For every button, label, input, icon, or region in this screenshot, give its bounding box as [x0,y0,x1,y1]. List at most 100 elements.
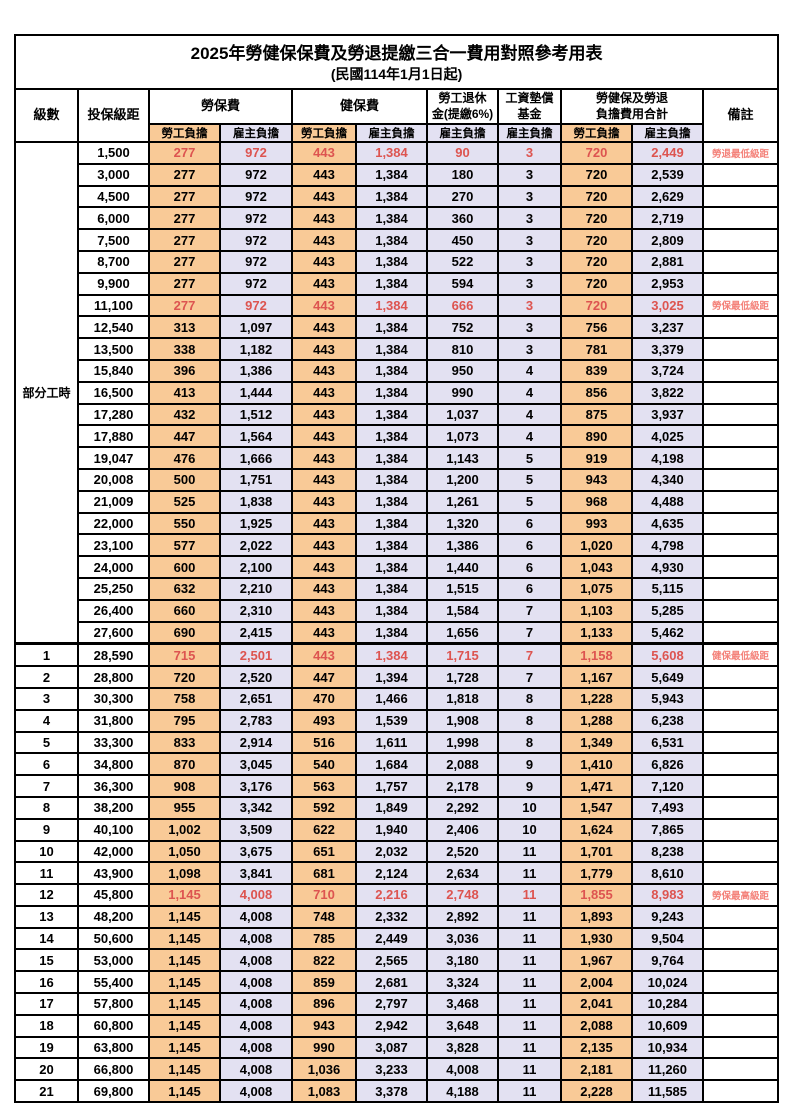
value-cell: 1,384 [355,358,428,383]
value-cell: 1,384 [355,576,428,601]
value-cell: 450 [426,228,499,252]
value-cell: 1,440 [426,555,499,579]
value-cell: 4,008 [219,1013,293,1038]
value-cell: 2,124 [355,861,428,886]
fee-comparison-table: 2025年勞健保保費及勞退提繳三合一費用對照參考用表 (民國114年1月1日起)… [13,34,780,1104]
table-row: 4 31,800 795 2,783 493 1,539 1,908 8 1,288 6,238 [14,708,780,733]
salary-bracket-cell: 6,000 [77,206,150,231]
remark-cell: 勞保最低級距 [701,293,780,318]
level-cell: 9 [14,817,79,842]
value-cell: 396 [148,358,221,383]
total-label-line2: 負擔費用合計 [595,106,668,121]
value-cell: 360 [426,206,499,231]
level-cell: 8 [14,795,79,820]
salary-bracket-cell: 3,000 [77,162,150,187]
salary-bracket-cell: 55,400 [77,970,150,995]
value-cell: 5,608 [631,642,704,668]
value-cell: 972 [219,206,293,231]
remark-cell [701,358,780,383]
table-row: 26,400 660 2,310 443 1,384 1,584 7 1,103 5,285 [15,598,780,623]
value-cell: 1,394 [355,665,428,689]
remark-cell [701,686,780,711]
value-cell: 476 [148,446,221,470]
value-cell: 943 [560,467,633,492]
value-cell: 2,809 [631,228,704,252]
salary-bracket-cell: 16,500 [77,380,150,405]
value-cell: 1,849 [355,795,428,820]
value-cell: 1,037 [426,402,499,427]
col-header-salary-bracket: 投保級距 [77,88,150,143]
table-row: 3 30,300 758 2,651 470 1,466 1,818 8 1,228 5,943 [14,686,780,711]
value-cell: 1,167 [560,665,633,689]
salary-bracket-cell: 24,000 [77,555,150,579]
table-row: 21,009 525 1,838 443 1,384 1,261 5 968 4,488 [15,489,780,514]
value-cell: 4,008 [219,926,293,951]
salary-bracket-cell: 11,100 [77,293,150,318]
salary-bracket-cell: 8,700 [77,249,150,274]
salary-bracket-cell: 57,800 [77,992,150,1016]
value-cell: 720 [148,665,221,689]
value-cell: 9,504 [631,926,704,951]
value-cell: 890 [560,424,633,449]
value-cell: 690 [148,620,221,645]
salary-bracket-cell: 9,900 [77,271,150,296]
table-row: 6,000 277 972 443 1,384 360 3 720 2,719 [15,206,780,231]
value-cell: 1,384 [355,446,428,470]
value-cell: 5 [497,446,562,470]
value-cell: 6,238 [631,708,704,733]
table-row: 部分工時 1,500 277 972 443 1,384 90 3 720 2,449 勞退最低級距 [14,141,780,645]
table-row: 9,900 277 972 443 1,384 594 3 720 2,953 [15,271,780,296]
value-cell: 1,384 [355,271,428,296]
salary-bracket-cell: 12,540 [77,315,150,340]
value-cell: 1,097 [219,315,293,340]
value-cell: 1,547 [560,795,633,820]
value-cell: 4,008 [219,1035,293,1060]
value-cell: 7,120 [631,774,704,798]
value-cell: 720 [560,141,633,165]
salary-bracket-cell: 17,880 [77,424,150,449]
value-cell: 2,539 [631,162,704,187]
value-cell: 1,050 [148,839,221,864]
value-cell: 443 [291,141,357,165]
value-cell: 1,564 [219,424,293,449]
level-cell: 13 [14,904,79,929]
salary-bracket-cell: 43,900 [77,861,150,886]
value-cell: 1,908 [426,708,499,733]
value-cell: 443 [291,337,357,361]
value-cell: 2,953 [631,271,704,296]
remark-cell [701,555,780,579]
value-cell: 4,198 [631,446,704,470]
level-cell: 11 [14,861,79,886]
value-cell: 9 [497,774,562,798]
salary-bracket-cell: 28,590 [77,642,150,668]
level-cell: 7 [14,774,79,798]
value-cell: 2,406 [426,817,499,842]
value-cell: 270 [426,184,499,209]
table-row: 2 28,800 720 2,520 447 1,394 1,728 7 1,167 5,649 [14,665,780,689]
value-cell: 1,384 [355,489,428,514]
value-cell: 1,384 [355,620,428,645]
total-label-line1: 勞健保及勞退 [595,90,668,105]
value-cell: 1,384 [355,337,428,361]
value-cell: 1,779 [560,861,633,886]
table-row: 16 55,400 1,145 4,008 859 2,681 3,324 11 2,004 10… [14,970,780,995]
value-cell: 1,539 [355,708,428,733]
value-cell: 1,384 [355,141,428,165]
level-cell: 15 [14,948,79,973]
value-cell: 5,285 [631,598,704,623]
value-cell: 443 [291,206,357,231]
level-cell: 20 [14,1057,79,1082]
value-cell: 443 [291,380,357,405]
salary-bracket-cell: 21,009 [77,489,150,514]
table-row: 27,600 690 2,415 443 1,384 1,656 7 1,133 5,462 [15,620,780,645]
salary-bracket-cell: 26,400 [77,598,150,623]
value-cell: 2,797 [355,992,428,1016]
salary-bracket-cell: 42,000 [77,839,150,864]
value-cell: 972 [219,184,293,209]
remark-cell [701,446,780,470]
value-cell: 720 [560,162,633,187]
value-cell: 972 [219,228,293,252]
table-row: 8 38,200 955 3,342 592 1,849 2,292 10 1,547 7,493 [14,795,780,820]
value-cell: 447 [291,665,357,689]
